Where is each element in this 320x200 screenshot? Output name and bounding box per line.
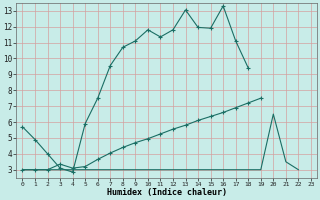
X-axis label: Humidex (Indice chaleur): Humidex (Indice chaleur): [107, 188, 227, 197]
